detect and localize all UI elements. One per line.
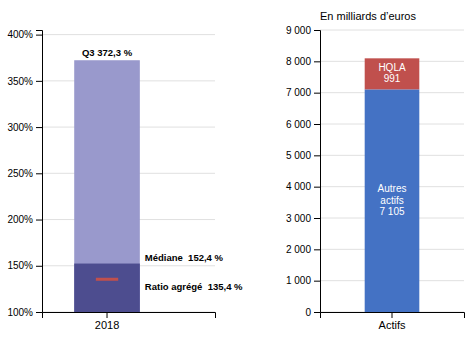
data-labels: Q3 372,3 % Médiane 152,4 % Ratio agrégé 13… [82,47,243,292]
y-tick-mark [314,312,320,313]
y-axis-line [36,31,43,313]
x-axis: Actifs [321,312,465,331]
x-tick-mark [107,312,108,318]
y-tick-mark [314,187,320,188]
y-tick: 100% [7,307,42,318]
y-tick-label: 4 000 [286,181,311,192]
data-label: Q3 372,3 % [82,47,133,58]
data-label: Médiane 152,4 % [145,252,224,263]
x-tick: 2018 [95,312,119,331]
segment-name: Autresactifs [378,182,407,205]
x-tick-mark [392,312,393,318]
marks [74,60,140,312]
grid [320,30,464,312]
segment-name-line: HQLA [378,61,406,72]
y-tick-mark [314,249,320,250]
y-tick: 2 000 [286,244,320,255]
data-labels: Autresactifs7 105 HQLA991 [378,61,407,217]
y-tick: 250% [7,168,42,179]
x-tick-label: 2018 [95,319,119,331]
y-tick: 1 000 [286,275,320,286]
y-tick-label: 300% [7,122,33,133]
y-tick: 300% [7,122,42,133]
bar [74,264,140,312]
y-tick-mark [314,93,320,94]
y-tick-label: 400% [7,29,33,40]
x-axis-line [321,313,465,319]
segment-name: HQLA [378,61,406,72]
bar [74,60,140,312]
x-axis-line [43,313,216,319]
y-tick-mark [36,35,42,36]
y-tick: 7 000 [286,87,320,98]
y-tick: 200% [7,214,42,225]
y-axis: 0 1 000 2 000 3 000 4 000 5 000 6 000 7 000 8 00… [286,25,321,318]
y-axis: 100% 150% 200% 250% 300% 350% 400% [7,29,42,317]
y-tick-label: 0 [305,307,311,318]
bar [365,58,420,89]
y-tick: 400% [7,29,42,40]
y-tick: 350% [7,76,42,87]
y-tick-label: 5 000 [286,150,311,161]
y-tick-label: 2 000 [286,244,311,255]
data-label: 7 105 [379,206,404,217]
data-label: 991 [384,73,401,84]
panel: Autresactifs7 105 HQLA991 0 1 000 2 000 3 000… [286,10,465,331]
y-tick-label: 3 000 [286,213,311,224]
y-tick: 4 000 [286,181,320,192]
y-tick: 5 000 [286,150,320,161]
y-tick: 150% [7,260,42,271]
x-axis: 2018 [43,312,216,331]
y-tick-mark [314,124,320,125]
y-tick-label: 200% [7,214,33,225]
y-tick: 9 000 [286,25,320,36]
y-tick: 3 000 [286,213,320,224]
y-tick: 0 [305,307,320,318]
y-tick-label: 9 000 [286,25,311,36]
data-label: Ratio agrégé 135,4 % [145,281,243,292]
panel: Q3 372,3 % Médiane 152,4 % Ratio agrégé 13… [7,29,243,347]
y-axis-line [314,31,321,313]
y-tick-label: 350% [7,76,33,87]
y-tick-mark [314,61,320,62]
y-tick-mark [36,220,42,221]
y-tick: 8 000 [286,56,320,67]
y-tick-label: 6 000 [286,119,311,130]
segment-name-line: Autres [378,182,407,193]
y-tick-label: 250% [7,168,33,179]
grid-line [320,30,464,31]
y-tick-label: 150% [7,260,33,271]
y-tick: 6 000 [286,119,320,130]
marks [365,58,420,312]
y-tick-mark [36,312,42,313]
y-tick-mark [314,30,320,31]
grid-line [42,34,215,35]
y-tick-mark [36,173,42,174]
y-tick-mark [36,266,42,267]
y-tick-mark [36,81,42,82]
chart: Q3 372,3 % Médiane 152,4 % Ratio agrégé 13… [0,0,474,347]
y-tick-label: 100% [7,307,33,318]
y-tick-mark [314,281,320,282]
x-tick-label: Actifs [379,319,406,331]
y-tick-mark [314,218,320,219]
bar [365,89,420,312]
ratio-marker [96,278,118,281]
y-tick-label: 1 000 [286,275,311,286]
segment-name-line: actifs [380,194,403,205]
x-tick: Actifs [379,312,406,331]
y-tick-label: 7 000 [286,87,311,98]
y-tick-mark [314,155,320,156]
title: En milliards d’euros [320,10,416,22]
y-tick-label: 8 000 [286,56,311,67]
y-tick-mark [36,127,42,128]
